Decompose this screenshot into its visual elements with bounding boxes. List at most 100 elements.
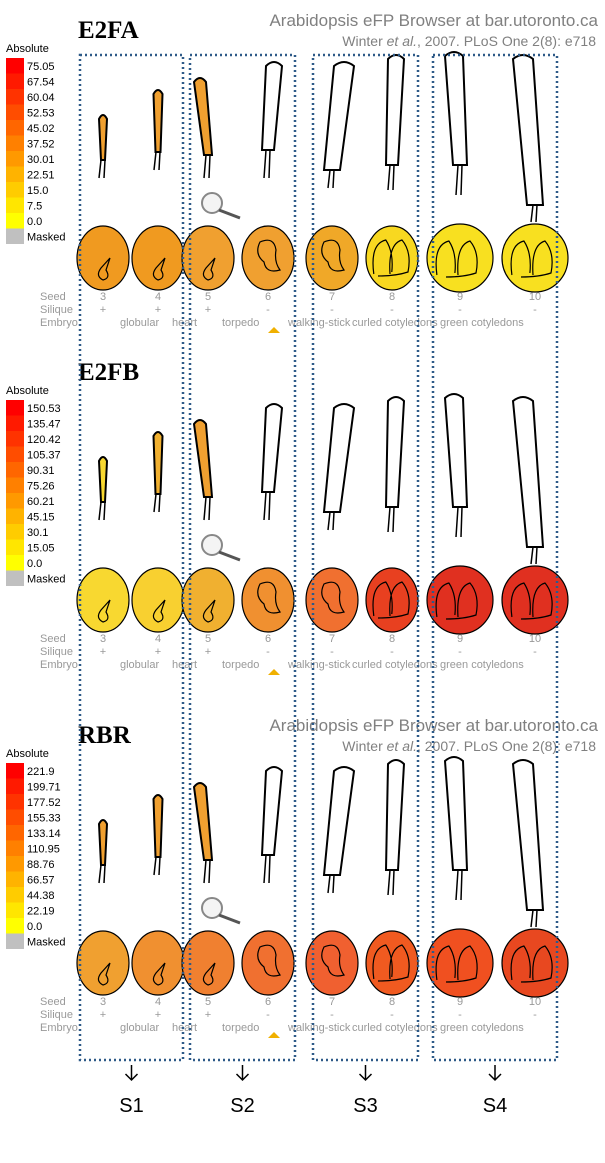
- legend-swatch-masked: [6, 933, 24, 949]
- header-citation: Winter et al., 2007. PLoS One 2(8): e718: [342, 738, 596, 754]
- silique-stalk: [530, 909, 538, 928]
- silique-stalk: [387, 506, 395, 533]
- gene-name: RBR: [78, 722, 132, 749]
- silique-stalk: [98, 864, 106, 884]
- seed-embryo: [257, 944, 282, 977]
- legend-value: 15.05: [27, 543, 55, 555]
- embryo-stage: globular: [120, 1022, 159, 1034]
- legend-value: 0.0: [27, 558, 42, 570]
- legend-value: 0.0: [27, 921, 42, 933]
- legend-value: 30.01: [27, 154, 55, 166]
- silique: [322, 61, 356, 171]
- stage-label: S2: [230, 1095, 254, 1117]
- seed: [426, 928, 494, 998]
- row-label: Embryo: [40, 659, 78, 671]
- silique: [511, 396, 545, 548]
- row-label: Silique: [40, 646, 73, 658]
- legend-value: 60.21: [27, 496, 55, 508]
- seed-embryo: [435, 945, 478, 983]
- embryo-stage: heart: [172, 659, 197, 671]
- silique-mark: -: [330, 1009, 334, 1021]
- seed-embryo: [257, 581, 282, 614]
- legend-swatch: [6, 431, 24, 447]
- seed: [181, 567, 235, 633]
- silique-mark: -: [458, 304, 462, 316]
- legend-swatch-masked: [6, 228, 24, 244]
- legend-swatch: [6, 73, 24, 89]
- legend-value: 133.14: [27, 828, 61, 840]
- legend-value: 88.76: [27, 859, 55, 871]
- scroll-marker: [268, 327, 280, 333]
- silique-mark: -: [533, 304, 537, 316]
- silique: [192, 782, 214, 861]
- scroll-marker: [268, 1032, 280, 1038]
- header-citation: Winter et al., 2007. PLoS One 2(8): e718: [342, 33, 596, 49]
- magnifier-handle: [218, 208, 241, 220]
- stage-box: [78, 53, 185, 1062]
- legend-value: 110.95: [27, 844, 60, 856]
- seed-number: 9: [457, 291, 463, 303]
- legend-swatch: [6, 120, 24, 136]
- citation-part: Winter: [342, 738, 386, 754]
- legend-value: 44.38: [27, 890, 55, 902]
- row-label: Silique: [40, 1009, 73, 1021]
- magnifier-icon: [201, 897, 223, 919]
- magnifier-icon: [201, 192, 223, 214]
- embryo-stage: walking-stick: [287, 1022, 351, 1034]
- legend-swatch: [6, 555, 24, 571]
- citation-part: et al.: [387, 738, 417, 754]
- seed-embryo: [97, 599, 111, 623]
- row-label: Embryo: [40, 317, 78, 329]
- seed: [305, 567, 359, 633]
- legend-swatch: [6, 539, 24, 555]
- silique-stalk: [530, 546, 538, 565]
- embryo-stage: curled cotyledons: [352, 659, 438, 671]
- seed: [76, 225, 130, 291]
- silique-mark: -: [390, 1009, 394, 1021]
- magnifier-icon: [201, 534, 223, 556]
- seed-number: 6: [265, 633, 271, 645]
- silique-mark: -: [330, 304, 334, 316]
- silique: [152, 431, 164, 495]
- silique-mark: -: [266, 304, 270, 316]
- legend-value: 45.15: [27, 512, 55, 524]
- legend-swatch: [6, 104, 24, 120]
- silique-stalk: [263, 491, 271, 521]
- silique-stalk: [387, 164, 395, 191]
- seed-number: 7: [329, 291, 335, 303]
- row-label: Seed: [40, 633, 66, 645]
- stage-arrow: [358, 1065, 373, 1082]
- seed: [305, 225, 359, 291]
- silique-mark: +: [205, 646, 211, 658]
- silique-stalk: [455, 506, 463, 538]
- silique: [260, 61, 284, 151]
- legend-title: Absolute: [6, 748, 49, 760]
- silique: [152, 89, 164, 153]
- silique-stalk: [455, 869, 463, 901]
- seed-number: 4: [155, 291, 161, 303]
- silique-mark: +: [155, 304, 161, 316]
- legend-swatch: [6, 58, 24, 74]
- silique: [322, 403, 356, 513]
- silique: [97, 819, 109, 866]
- silique-mark: -: [533, 646, 537, 658]
- seed-number: 10: [529, 996, 541, 1008]
- legend-swatch: [6, 794, 24, 810]
- legend-swatch: [6, 871, 24, 887]
- silique: [192, 77, 214, 156]
- silique-mark: +: [100, 1009, 106, 1021]
- legend-swatch: [6, 918, 24, 934]
- header-title: Arabidopsis eFP Browser at bar.utoronto.…: [269, 11, 598, 30]
- embryo-stage: heart: [172, 317, 197, 329]
- silique-stalk: [98, 159, 106, 179]
- seed-number: 10: [529, 291, 541, 303]
- silique: [511, 759, 545, 911]
- legend-swatch: [6, 89, 24, 105]
- silique-mark: +: [100, 304, 106, 316]
- magnifier-handle: [218, 550, 241, 562]
- seed-number: 8: [389, 291, 395, 303]
- legend-swatch: [6, 446, 24, 462]
- seed: [241, 930, 295, 996]
- seed-embryo: [97, 962, 111, 986]
- seed-embryo: [510, 945, 553, 983]
